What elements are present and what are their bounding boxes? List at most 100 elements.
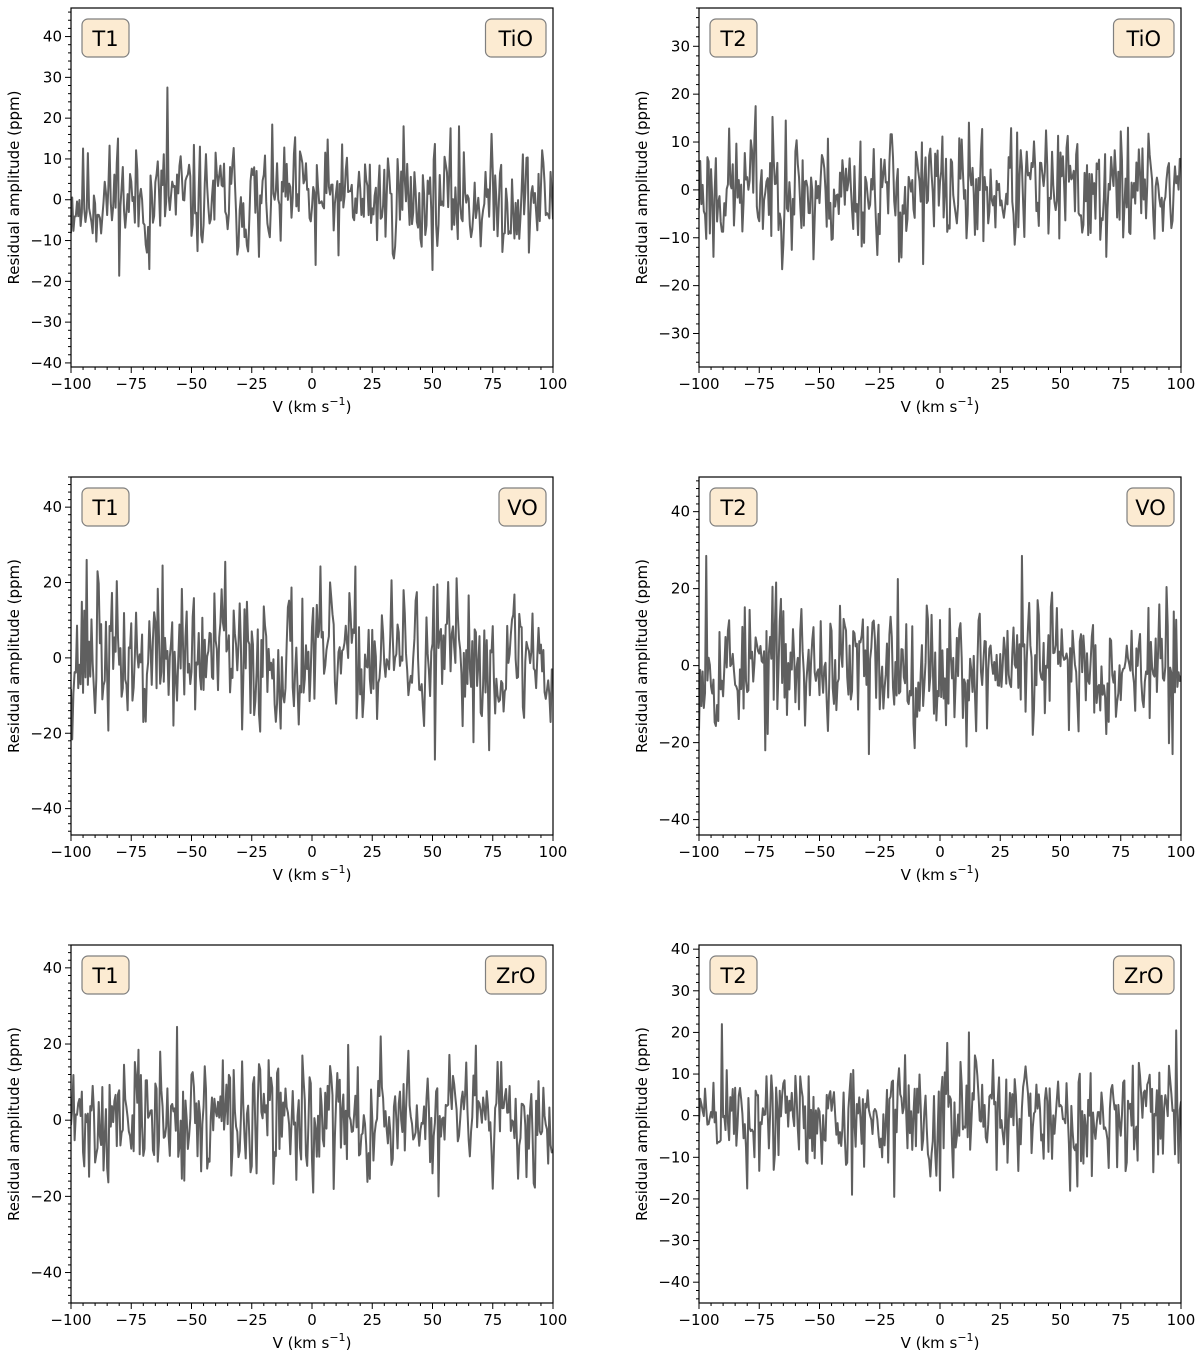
y-tick-label: 20 [671, 1023, 690, 1041]
x-tick-label: −50 [176, 1311, 208, 1329]
x-tick-label: 75 [1111, 843, 1130, 861]
y-axis-label: Residual amplitude (ppm) [5, 1027, 23, 1221]
y-tick-label: 40 [671, 940, 690, 958]
x-tick-label: 75 [483, 843, 502, 861]
x-tick-label: 50 [1051, 375, 1070, 393]
molecule-label: VO [1135, 496, 1166, 520]
y-axis-label: Residual amplitude (ppm) [5, 559, 23, 753]
panel-t2-vo: −100 −75 −50 −25 0 25 50 75 100 −40 −20 0 20 40 V (km … [633, 476, 1196, 884]
x-tick-label: −100 [678, 1311, 719, 1329]
x-tick-label: 100 [539, 843, 568, 861]
y-tick-label: −20 [658, 1190, 690, 1208]
x-axis-label: V (km s−1) [273, 1331, 352, 1352]
y-tick-label: −10 [658, 229, 690, 247]
x-tick-label: 0 [935, 375, 945, 393]
x-tick-label: −75 [115, 375, 147, 393]
series-line [699, 105, 1181, 271]
y-tick-label: −20 [30, 272, 62, 290]
x-tick-label: 25 [991, 375, 1010, 393]
molecule-label: TiO [497, 27, 533, 51]
y-tick-label: 0 [680, 181, 690, 199]
x-tick-label: 25 [991, 843, 1010, 861]
y-tick-label: −40 [30, 800, 62, 818]
axes-frame [698, 476, 1182, 836]
x-tick-label: 25 [363, 375, 382, 393]
molecule-label-box [498, 487, 547, 527]
y-tick-label: 20 [43, 574, 62, 592]
y-tick-label: 20 [43, 109, 62, 127]
x-tick-label: 100 [539, 375, 568, 393]
x-tick-label: −50 [804, 843, 836, 861]
x-tick-label: 25 [363, 1311, 382, 1329]
x-tick-label: 75 [483, 375, 502, 393]
x-tick-label: −100 [50, 843, 91, 861]
y-tick-label: 30 [43, 68, 62, 86]
y-tick-label: −30 [658, 1232, 690, 1250]
molecule-label-box [1126, 487, 1175, 527]
y-tick-label: 10 [671, 133, 690, 151]
y-axis-label: Residual amplitude (ppm) [633, 559, 651, 753]
y-tick-label: 0 [52, 649, 62, 667]
molecule-label: ZrO [1124, 964, 1164, 988]
x-tick-label: 100 [539, 1311, 568, 1329]
panel-t1-tio: −100 −75 −50 −25 0 25 50 75 100−40−30−20−1001020… [5, 7, 568, 416]
molecule-label-box [1112, 18, 1175, 58]
x-tick-label: −50 [176, 375, 208, 393]
x-tick-label: 50 [423, 1311, 442, 1329]
y-tick-label: 10 [671, 1065, 690, 1083]
series-line [699, 1023, 1181, 1198]
x-tick-label: 100 [1167, 375, 1196, 393]
series-line [699, 554, 1181, 756]
y-axis-label: Residual amplitude (ppm) [5, 90, 23, 284]
x-tick-label: −25 [864, 843, 896, 861]
x-tick-label: −100 [50, 375, 91, 393]
x-axis-label: V (km s−1) [901, 395, 980, 416]
y-tick-label: 30 [671, 982, 690, 1000]
y-tick-label: −10 [30, 232, 62, 250]
series-line [71, 86, 553, 277]
x-tick-label: −25 [236, 1311, 268, 1329]
x-tick-label: −75 [743, 843, 775, 861]
x-tick-label: 75 [1111, 375, 1130, 393]
panel-label: T2 [719, 27, 746, 51]
panel-label-box [709, 955, 758, 995]
y-tick-label: 0 [680, 1107, 690, 1125]
x-tick-label: 100 [1167, 843, 1196, 861]
panel-label-box [81, 18, 130, 58]
x-tick-label: −75 [115, 843, 147, 861]
x-tick-label: −100 [678, 375, 719, 393]
x-tick-label: 50 [1051, 843, 1070, 861]
x-tick-label: −75 [743, 1311, 775, 1329]
x-tick-label: −50 [804, 1311, 836, 1329]
panel-label: T1 [91, 964, 118, 988]
x-tick-label: −25 [864, 1311, 896, 1329]
axes-frame [70, 476, 554, 836]
panel-label-box [709, 18, 758, 58]
x-tick-label: −75 [743, 375, 775, 393]
x-tick-label: 0 [307, 1311, 317, 1329]
panel-label-box [81, 955, 130, 995]
x-axis-label: V (km s−1) [901, 1331, 980, 1352]
x-tick-label: 25 [991, 1311, 1010, 1329]
y-tick-label: 20 [43, 1035, 62, 1053]
x-tick-label: −75 [115, 1311, 147, 1329]
axes-frame [698, 7, 1182, 368]
panel-label: T1 [91, 27, 118, 51]
y-tick-label: −20 [658, 277, 690, 295]
x-tick-label: −50 [804, 375, 836, 393]
x-tick-label: 0 [307, 375, 317, 393]
y-tick-label: −40 [30, 1264, 62, 1282]
y-tick-label: 0 [52, 191, 62, 209]
molecule-label: ZrO [496, 964, 536, 988]
x-tick-label: 0 [935, 843, 945, 861]
x-tick-label: 50 [423, 843, 442, 861]
y-axis-label: Residual amplitude (ppm) [633, 1027, 651, 1221]
x-axis-label: V (km s−1) [273, 395, 352, 416]
y-tick-label: 40 [671, 503, 690, 521]
y-tick-label: 20 [671, 580, 690, 598]
series-line [71, 1025, 553, 1198]
y-tick-label: 40 [43, 498, 62, 516]
molecule-label-box [484, 18, 547, 58]
y-tick-label: 10 [43, 150, 62, 168]
